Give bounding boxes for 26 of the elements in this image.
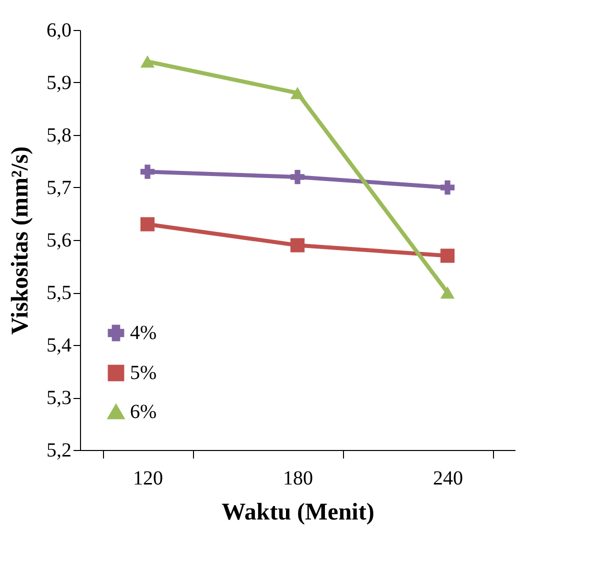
x-tick-label: 240 [433, 468, 463, 490]
y-axis-title: Viskositas (mm²/s) [8, 146, 34, 335]
point [290, 170, 305, 184]
point [140, 164, 155, 179]
y-tick-label: 5,3 [46, 387, 72, 409]
point [440, 248, 455, 263]
point [140, 217, 155, 232]
y-tick-label: 6,0 [46, 20, 72, 42]
y-tick-label: 5,8 [46, 124, 72, 146]
x-tick-label: 120 [133, 468, 163, 490]
x-axis-title: Waktu (Menit) [222, 500, 374, 526]
y-tick-label: 5,7 [46, 177, 72, 199]
y-tick-label: 5,6 [46, 230, 72, 252]
legend-label: 6% [130, 401, 157, 423]
legend-label: 5% [130, 362, 157, 384]
point [290, 238, 305, 252]
point [440, 286, 455, 299]
y-tick-label: 5,9 [46, 72, 72, 94]
point [290, 86, 305, 100]
y-tick-label: 5,4 [46, 334, 72, 356]
y-tick-label: 5,2 [46, 440, 72, 462]
y-tick-label: 5,5 [46, 282, 72, 304]
point [140, 55, 155, 68]
point [440, 180, 455, 195]
x-tick-label: 180 [283, 468, 313, 490]
legend-label: 4% [130, 322, 157, 344]
